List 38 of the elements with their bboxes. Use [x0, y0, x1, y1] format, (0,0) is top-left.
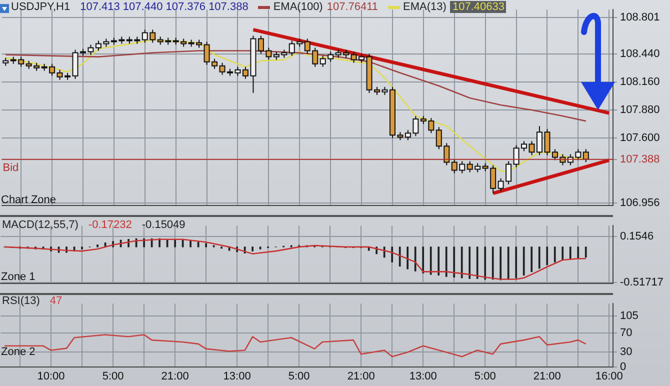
- y-tick-label: 107.388: [620, 153, 660, 166]
- annotation: 47: [50, 295, 62, 307]
- x-tick-label: 13:00: [409, 370, 437, 382]
- annotation: -0.15049: [142, 219, 186, 231]
- y-tick-label: 105: [620, 310, 638, 322]
- y-tick-label: 106.956: [620, 196, 660, 209]
- y-tick-label: 0: [620, 360, 626, 373]
- x-tick-label: 5:00: [102, 370, 124, 382]
- y-tick-label: 30: [620, 346, 632, 358]
- y-tick-label: 108.160: [620, 76, 660, 88]
- y-tick-label: -0.51717: [620, 276, 664, 289]
- x-tick-label: 21:00: [533, 370, 561, 382]
- annotation: Zone 1: [1, 271, 36, 283]
- chart-title: MACD(12,55,7): [2, 219, 78, 231]
- x-tick-label: 21:00: [347, 370, 375, 382]
- x-tick-label: 10:00: [37, 370, 65, 382]
- annotation: 107.76411: [326, 1, 378, 13]
- annotation: 107.40633: [450, 1, 506, 13]
- legend-label: EMA(100): [273, 1, 323, 13]
- chart-title: RSI(13): [2, 295, 40, 307]
- chart-subtitle: 107.413 107.440 107.376 107.388: [80, 1, 248, 13]
- x-tick-label: 16:00: [595, 370, 623, 382]
- x-tick-label: 21:00: [161, 370, 189, 382]
- legend-label: EMA(13): [403, 1, 446, 13]
- ref-line-label: Bid: [2, 162, 19, 174]
- annotation: Zone 2: [1, 346, 36, 358]
- x-tick-label: 5:00: [474, 370, 496, 382]
- y-tick-label: 0.1546: [620, 230, 654, 242]
- y-tick-label: 107.600: [620, 132, 660, 144]
- x-tick-label: 13:00: [223, 370, 251, 382]
- y-tick-label: 107.880: [620, 104, 660, 116]
- chart-title: USDJPY,H1: [11, 1, 70, 13]
- annotation: -0.17232: [88, 219, 132, 231]
- y-tick-label: 108.440: [620, 48, 660, 60]
- annotation: Chart Zone: [1, 194, 56, 206]
- y-tick-label: 70: [620, 326, 632, 339]
- y-tick-label: 108.801: [620, 12, 660, 24]
- x-tick-label: 5:00: [288, 370, 310, 382]
